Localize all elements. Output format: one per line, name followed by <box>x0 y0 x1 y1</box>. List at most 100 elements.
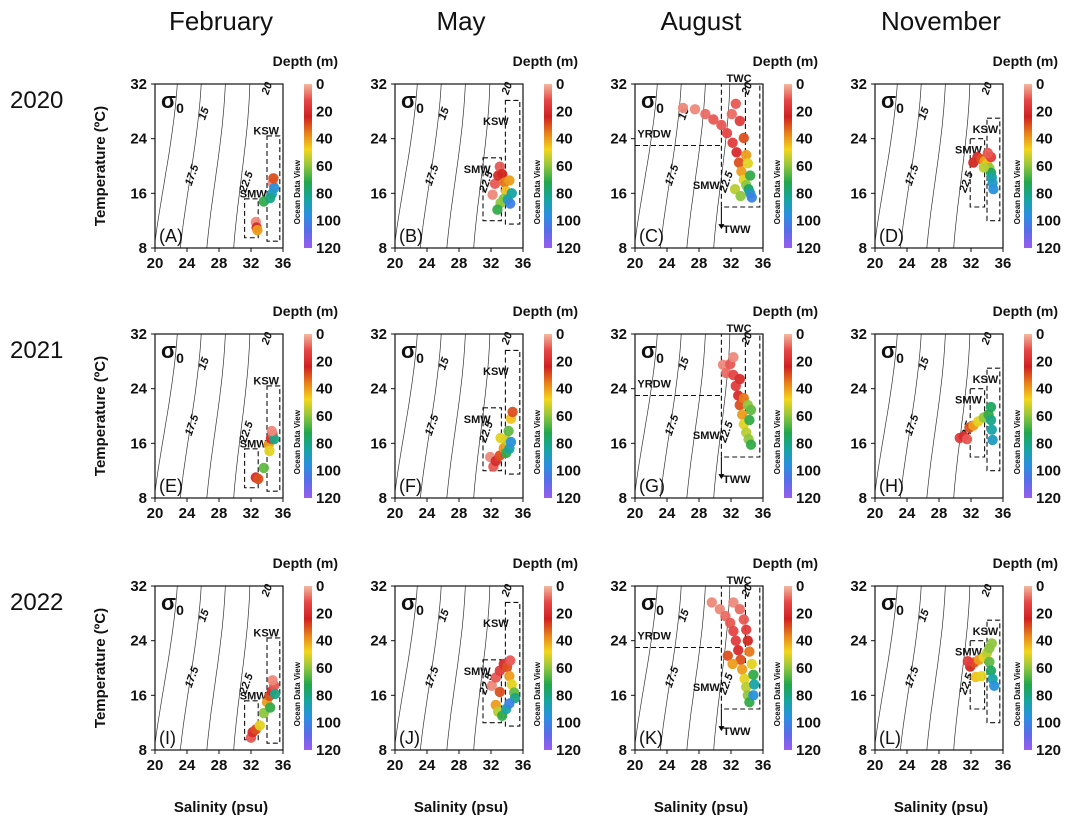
isopycnal-label: 22.5 <box>717 671 736 697</box>
data-point <box>506 679 517 690</box>
data-point <box>745 404 757 416</box>
y-axis-title: Temperature (ºC) <box>92 106 109 226</box>
x-tick-label: 32 <box>963 757 980 774</box>
colorbar-tick-label: 120 <box>316 742 341 759</box>
colorbar-tick-label: 0 <box>1036 578 1044 595</box>
month-title-february: February <box>169 6 273 36</box>
isopycnal-label: 15 <box>196 607 212 623</box>
sigma0-label: σ0 <box>641 590 664 618</box>
y-tick-label: 8 <box>379 240 387 257</box>
x-tick-label: 24 <box>899 255 916 272</box>
isopycnal-label: 22.5 <box>957 169 976 195</box>
y-tick-label: 32 <box>850 326 867 343</box>
sigma0-label: σ0 <box>401 88 424 116</box>
isopycnals <box>875 84 971 248</box>
colorbar-tick-label: 100 <box>316 463 341 480</box>
isopycnal-line <box>686 334 706 498</box>
label-ksw: KSW <box>973 124 999 136</box>
data-point <box>264 445 275 457</box>
colorbar-tick-label: 40 <box>556 131 573 148</box>
isopycnals <box>875 334 971 498</box>
label-ksw: KSW <box>253 628 279 640</box>
x-tick-label: 20 <box>147 255 164 272</box>
isopycnal-line <box>821 572 851 763</box>
panel-letter: (K) <box>639 728 663 748</box>
data-point <box>253 473 264 485</box>
x-tick-label: 24 <box>179 505 196 522</box>
isopycnals <box>635 84 731 248</box>
y-tick-label: 32 <box>370 326 387 343</box>
y-tick-label: 32 <box>850 578 867 595</box>
data-point <box>730 635 741 646</box>
isopycnal-line <box>635 334 658 495</box>
y-tick-label: 24 <box>370 131 387 148</box>
data-point <box>265 702 276 713</box>
isopycnals <box>821 572 971 763</box>
data-point <box>978 162 989 173</box>
x-tick-label: 20 <box>867 757 884 774</box>
data-point <box>739 673 750 685</box>
isopycnal-line <box>367 320 395 511</box>
colorbar-tick-label: 80 <box>1036 185 1053 202</box>
x-tick-label: 28 <box>931 505 948 522</box>
x-tick-label: 20 <box>867 505 884 522</box>
x-tick-label: 24 <box>419 757 436 774</box>
data-point <box>733 157 745 168</box>
data-point <box>714 604 725 615</box>
x-tick-label: 32 <box>723 255 740 272</box>
x-tick-label: 20 <box>627 505 644 522</box>
label-ksw: KSW <box>253 376 279 388</box>
box-ksw <box>266 637 281 744</box>
isopycnal-line <box>446 586 466 750</box>
colorbar <box>304 84 312 248</box>
x-axis-title: Salinity (psu) <box>414 799 508 816</box>
y-tick-label: 8 <box>139 490 147 507</box>
colorbar-tick-label: 120 <box>316 490 341 507</box>
colorbar <box>544 84 552 248</box>
isopycnal-label: 15 <box>916 607 932 623</box>
data-point <box>265 192 276 204</box>
isopycnal-label: 20 <box>979 80 995 97</box>
isopycnal-line <box>875 334 898 495</box>
x-tick-label: 24 <box>179 757 196 774</box>
sigma0-label: σ0 <box>401 338 424 366</box>
isopycnal-label: 15 <box>436 355 452 371</box>
panel-g: 15 17.5 20 22.5 TWC YRDW SMW TWW σ0 (G) 8 16 24 32 20 2… <box>610 303 821 522</box>
data-point <box>677 102 689 114</box>
isopycnal-label: 15 <box>436 105 452 121</box>
colorbar <box>784 334 792 498</box>
panel-letter: (H) <box>879 476 904 496</box>
isopycnals <box>367 320 491 511</box>
colorbar <box>784 586 792 750</box>
y-tick-label: 32 <box>610 76 627 93</box>
isopycnal-label: 22.5 <box>717 419 736 445</box>
colorbar-tick-label: 100 <box>556 213 581 230</box>
x-tick-label: 32 <box>243 757 260 774</box>
isopycnal-label: 17.5 <box>903 664 922 689</box>
colorbar-tick-label: 80 <box>316 185 333 202</box>
data-point <box>505 655 516 666</box>
colorbar-tick-label: 120 <box>1036 240 1061 257</box>
isopycnal-line <box>953 586 971 750</box>
isopycnal-line <box>367 572 395 763</box>
colorbar <box>1024 586 1032 750</box>
y-tick-label: 16 <box>610 435 627 452</box>
x-tick-label: 24 <box>659 757 676 774</box>
y-tick-label: 8 <box>619 240 627 257</box>
isopycnal-line <box>395 84 418 245</box>
x-tick-label: 20 <box>627 757 644 774</box>
data-point <box>722 650 733 661</box>
data-point <box>254 720 265 731</box>
label-smw: SMW <box>240 690 267 702</box>
y-tick-label: 16 <box>370 687 387 704</box>
y-tick-label: 8 <box>379 742 387 759</box>
colorbar-title: Depth (m) <box>993 555 1058 571</box>
colorbar-tick-label: 60 <box>796 660 813 677</box>
x-tick-label: 24 <box>419 505 436 522</box>
box-ksw <box>266 135 281 242</box>
data-point <box>728 597 739 608</box>
panel-letter: (E) <box>159 476 183 496</box>
